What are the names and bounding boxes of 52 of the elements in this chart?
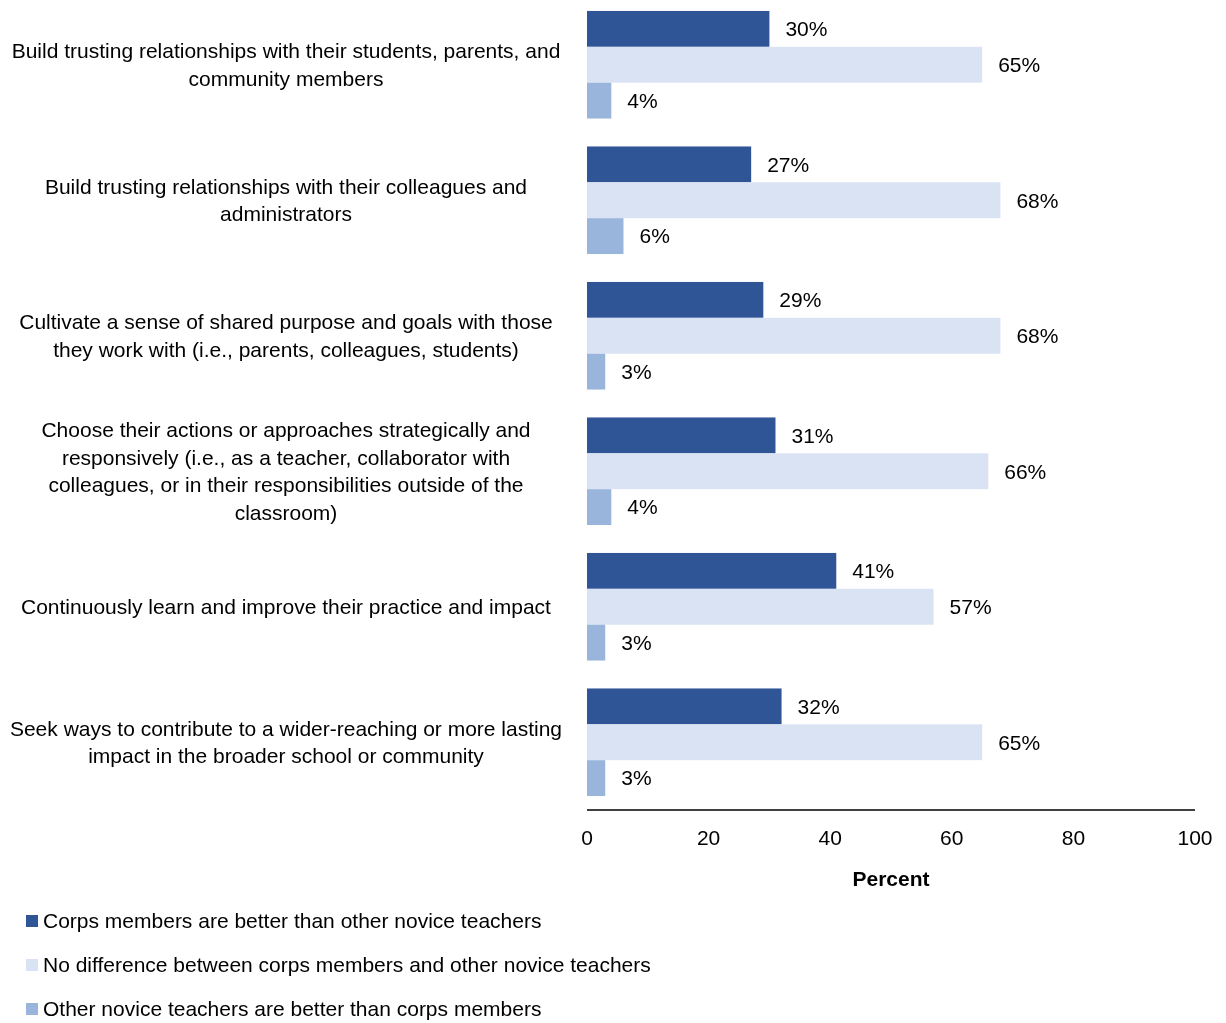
bar bbox=[587, 10, 770, 47]
bar bbox=[587, 82, 612, 119]
x-tick-label: 100 bbox=[1177, 826, 1213, 850]
data-label: 57% bbox=[949, 595, 992, 619]
bar bbox=[587, 724, 983, 761]
bar bbox=[587, 453, 989, 490]
data-label: 29% bbox=[779, 288, 822, 312]
bar bbox=[587, 182, 1001, 219]
y-tick-label: Build trusting relationships with their colleagues and administrators bbox=[44, 174, 528, 226]
x-tick-label: 60 bbox=[940, 826, 964, 850]
data-label: 27% bbox=[767, 152, 810, 176]
x-tick-label: 40 bbox=[818, 826, 842, 850]
bar bbox=[587, 489, 612, 526]
bar bbox=[587, 552, 837, 589]
data-label: 3% bbox=[621, 766, 652, 790]
data-label: 65% bbox=[998, 53, 1041, 77]
data-label: 30% bbox=[785, 17, 828, 41]
y-tick-label: Seek ways to contribute to a wider-reaching or more lasting impact in the broader school or community bbox=[9, 716, 563, 768]
data-label: 4% bbox=[627, 88, 658, 112]
data-label: 68% bbox=[1016, 324, 1059, 348]
x-tick-label: 20 bbox=[696, 826, 721, 850]
y-tick-label: Cultivate a sense of shared purpose and goals with those they work with (i.e., parents, colleagues, students) bbox=[19, 310, 553, 361]
data-label: 66% bbox=[1004, 459, 1047, 483]
x-tick-label: 80 bbox=[1061, 826, 1086, 850]
bar bbox=[587, 353, 606, 390]
data-label: 4% bbox=[627, 495, 658, 519]
bar bbox=[587, 688, 782, 725]
bar bbox=[587, 281, 764, 318]
bar bbox=[587, 417, 776, 454]
data-label: 41% bbox=[852, 559, 895, 583]
legend-label: Corps members are better than other novice teachers bbox=[43, 909, 542, 933]
data-label: 68% bbox=[1016, 188, 1059, 212]
bar bbox=[587, 588, 934, 625]
legend-label: No difference between corps members and other novice teachers bbox=[43, 953, 651, 977]
bar bbox=[587, 317, 1001, 354]
y-tick-label: Continuously learn and improve their practice and impact bbox=[21, 595, 552, 619]
y-tick-label: Choose their actions or approaches strategically and responsively (i.e., as a teacher, collaborator with colleagues, or in their responsibilities outside of the classroom) bbox=[41, 418, 531, 524]
bar bbox=[587, 624, 606, 661]
bar bbox=[587, 46, 983, 83]
data-label: 32% bbox=[797, 694, 840, 718]
bar bbox=[587, 760, 606, 797]
data-label: 31% bbox=[791, 423, 834, 447]
data-label: 3% bbox=[621, 630, 652, 654]
y-tick-label: Build trusting relationships with their students, parents, and community members bbox=[11, 39, 561, 90]
legend-label: Other novice teachers are better than corps members bbox=[43, 997, 542, 1021]
bar bbox=[587, 146, 752, 183]
data-label: 6% bbox=[639, 224, 670, 248]
data-label: 3% bbox=[621, 359, 652, 383]
data-label: 65% bbox=[998, 730, 1041, 754]
x-tick-label: 0 bbox=[581, 826, 593, 850]
x-axis-title: Percent bbox=[852, 867, 930, 891]
bar bbox=[587, 218, 624, 255]
